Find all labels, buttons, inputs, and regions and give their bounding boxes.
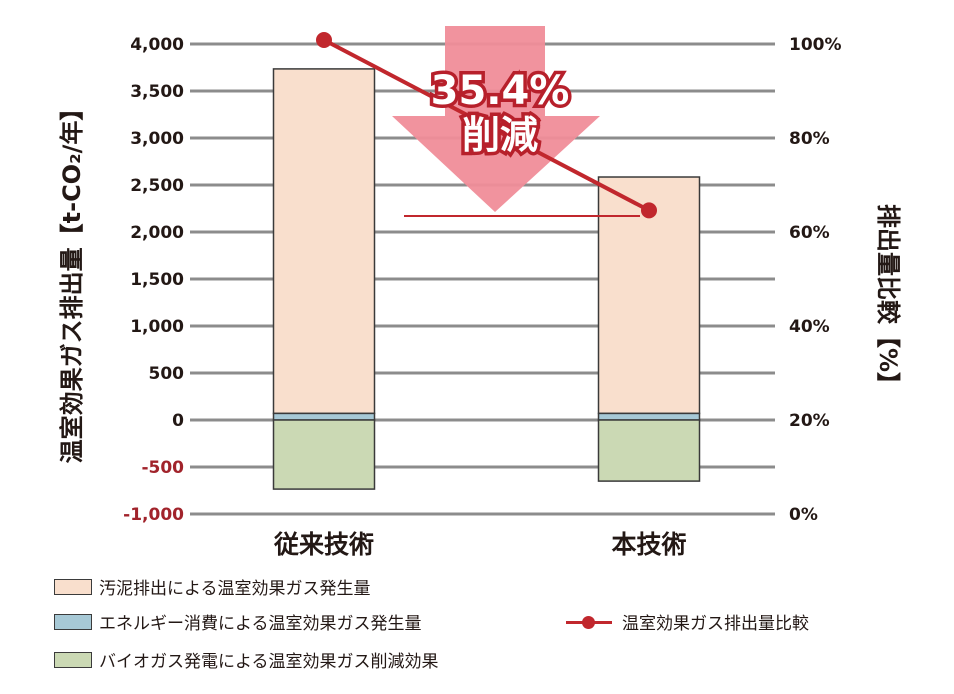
left-axis-tick-label: 4,000 xyxy=(130,35,184,55)
line-marker-icon xyxy=(566,614,612,630)
left-axis-tick-label: 1,500 xyxy=(130,270,184,290)
legend-swatch-biogas xyxy=(54,651,92,668)
left-axis-tick-label: -500 xyxy=(141,458,184,478)
reduction-arrow-icon xyxy=(392,26,600,212)
reduction-value: 35.4% xyxy=(431,68,570,114)
legend-label: 汚泥排出による温室効果ガス発生量 xyxy=(99,579,371,599)
bar-segment-sludge xyxy=(272,68,376,415)
left-axis-tick-label: 3,000 xyxy=(130,129,184,149)
left-axis-tick-label: 0 xyxy=(172,411,184,431)
bar-segment-energy xyxy=(597,412,701,421)
left-axis-tick-label: 1,000 xyxy=(130,317,184,337)
right-axis-tick-label: 100% xyxy=(789,35,842,55)
right-axis-tick-label: 80% xyxy=(789,129,830,149)
bar-segment-biogas xyxy=(597,419,701,482)
reduction-label: 削減 xyxy=(462,113,538,157)
bar-segment-energy xyxy=(272,412,376,421)
legend-swatch-energy xyxy=(54,613,92,630)
legend-item-energy: エネルギー消費による温室効果ガス発生量 xyxy=(54,609,422,634)
legend-label: バイオガス発電による温室効果ガス削減効果 xyxy=(99,652,439,672)
right-axis-ticks: 100% 80% 60% 40% 20% 0% xyxy=(789,35,842,525)
left-axis-tick-label: 2,000 xyxy=(130,223,184,243)
right-axis-tick-label: 60% xyxy=(789,223,830,243)
right-axis-tick-label: 0% xyxy=(789,505,818,525)
left-axis-tick-label: 3,500 xyxy=(130,82,184,102)
category-label: 本技術 xyxy=(611,530,686,559)
bars xyxy=(272,68,701,490)
left-axis-tick-label: 500 xyxy=(149,364,185,384)
legend-item-biogas: バイオガス発電による温室効果ガス削減効果 xyxy=(54,647,439,672)
left-axis-tick-label: -1,000 xyxy=(123,505,184,525)
category-label: 従来技術 xyxy=(273,530,374,559)
bar-segment-biogas xyxy=(272,419,376,490)
reduction-annotation: 35.4% 削減 xyxy=(427,65,573,161)
line-point-marker xyxy=(641,202,657,219)
legend-item-comparison-line: 温室効果ガス排出量比較 xyxy=(566,609,809,634)
right-axis-tick-label: 20% xyxy=(789,411,830,431)
legend-label: エネルギー消費による温室効果ガス発生量 xyxy=(99,614,422,634)
category-labels: 従来技術 本技術 xyxy=(273,530,687,559)
legend: 汚泥排出による温室効果ガス発生量 エネルギー消費による温室効果ガス発生量 バイオ… xyxy=(54,572,914,682)
legend-item-sludge: 汚泥排出による温室効果ガス発生量 xyxy=(54,574,371,599)
right-axis-title: 排出量比較【%】 xyxy=(874,204,902,396)
right-axis-tick-label: 40% xyxy=(789,317,830,337)
left-axis-ticks: 4,000 3,500 3,000 2,500 2,000 1,500 1,000 500 0 -… xyxy=(123,35,184,525)
chart-canvas: 35.4% 削減 4,000 3,500 3,000 2,500 2,000 1,500 1… xyxy=(58,26,902,559)
line-point-marker xyxy=(316,32,332,48)
left-axis-title: 温室効果ガス排出量【t-CO₂/年】 xyxy=(58,97,86,464)
left-axis-tick-label: 2,500 xyxy=(130,176,184,196)
comparison-line-series xyxy=(316,32,657,219)
legend-swatch-sludge xyxy=(54,578,92,595)
legend-label: 温室効果ガス排出量比較 xyxy=(622,614,809,634)
comparison-line xyxy=(323,38,650,213)
